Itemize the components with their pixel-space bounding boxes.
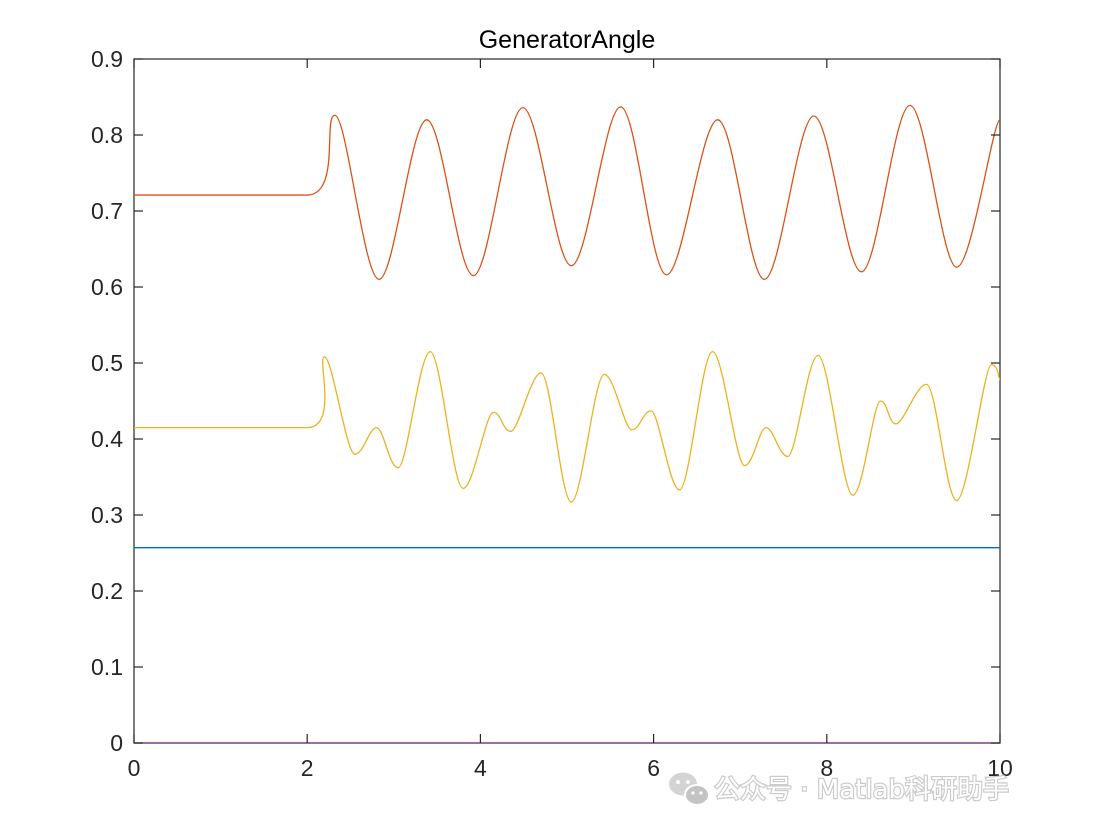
y-tick-label-7: 0.7	[91, 198, 123, 224]
x-tick-label-1: 2	[301, 755, 314, 781]
axes: 0 2 4 6 8 10 0 0.1 0.2 0.3 0.4 0.5 0.6 0.7 0.8 0.9	[91, 46, 1013, 781]
y-tick-label-2: 0.2	[91, 578, 123, 604]
series-line-4	[133, 350, 1001, 503]
series-layer	[133, 104, 1001, 744]
y-tick-label-0: 0	[110, 730, 123, 756]
watermark: 公众号 · Matlab科研助手	[669, 772, 1010, 806]
y-tick-label-3: 0.3	[91, 502, 123, 528]
x-tick-label-4: 8	[820, 755, 833, 781]
x-tick-label-2: 4	[474, 755, 487, 781]
y-tick-label-9: 0.9	[91, 46, 123, 72]
chart-title: GeneratorAngle	[479, 26, 656, 54]
ticks-layer: 0 2 4 6 8 10 0 0.1 0.2 0.3 0.4 0.5 0.6 0.7 0.8 0.9	[91, 46, 1013, 781]
x-tick-label-0: 0	[128, 755, 141, 781]
watermark-text: 公众号 · Matlab科研助手	[714, 775, 1009, 805]
x-tick-label-3: 6	[647, 755, 660, 781]
x-tick-label-5: 10	[987, 755, 1013, 781]
y-tick-label-5: 0.5	[91, 350, 123, 376]
wechat-icon	[669, 772, 710, 806]
plot-area	[133, 58, 1001, 744]
y-tick-label-8: 0.8	[91, 122, 123, 148]
y-tick-label-1: 0.1	[91, 654, 123, 680]
series-line-3	[134, 104, 1001, 281]
y-tick-label-6: 0.6	[91, 274, 123, 300]
y-tick-label-4: 0.4	[91, 426, 123, 452]
